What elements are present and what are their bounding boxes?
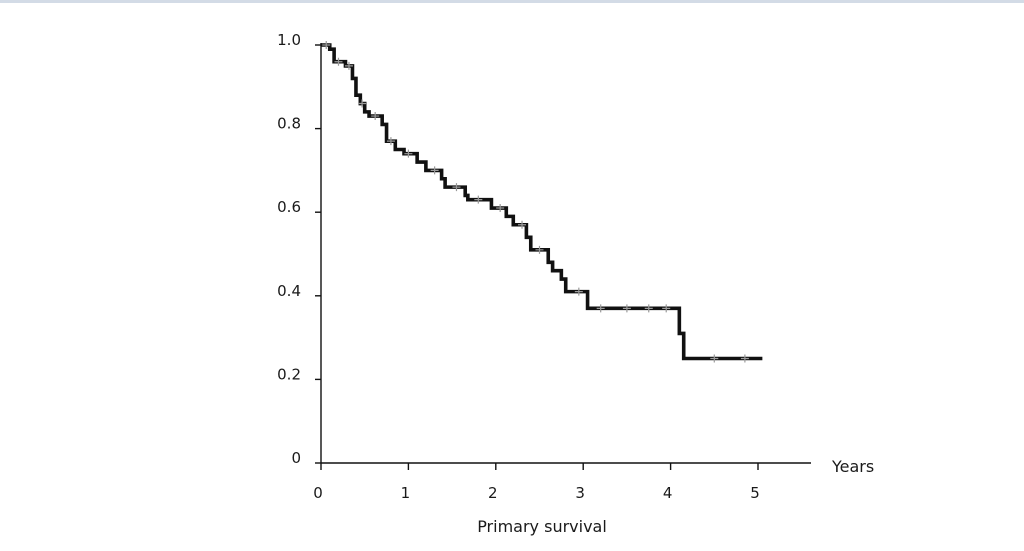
y-ticks: 0 0.2 0.4 0.6 0.8 1.0 <box>277 31 321 467</box>
axes <box>320 43 811 464</box>
y-tick-label-2: 0.4 <box>277 282 301 300</box>
censor-mark-12 <box>535 245 544 254</box>
chart-caption: Primary survival <box>477 517 607 536</box>
censor-mark-8 <box>452 183 461 192</box>
censor-mark-13 <box>574 287 583 296</box>
x-tick-label-4: 4 <box>663 484 673 502</box>
y-tick-label-4: 0.8 <box>277 115 301 133</box>
censor-mark-11 <box>518 220 527 229</box>
censor-mark-6 <box>404 149 413 158</box>
censor-mark-17 <box>662 304 671 313</box>
survival-curve-0 <box>321 43 763 361</box>
censor-mark-10 <box>496 204 505 213</box>
y-tick-label-5: 1.0 <box>277 31 301 49</box>
censor-mark-16 <box>644 304 653 313</box>
censor-mark-2 <box>344 61 353 70</box>
censor-mark-14 <box>596 304 605 313</box>
x-tick-label-5: 5 <box>750 484 760 502</box>
censor-mark-7 <box>430 166 439 175</box>
y-tick-label-0: 0 <box>291 449 301 467</box>
censor-mark-1 <box>334 57 343 66</box>
censor-mark-15 <box>622 304 631 313</box>
y-tick-label-3: 0.6 <box>277 198 301 216</box>
censor-mark-19 <box>740 354 749 363</box>
censor-mark-4 <box>371 112 380 121</box>
censor-mark-9 <box>474 195 483 204</box>
censor-mark-18 <box>710 354 719 363</box>
x-axis-label: Years <box>831 457 874 476</box>
censor-mark-5 <box>386 137 395 146</box>
x-tick-label-0: 0 <box>313 484 323 502</box>
censor-mark-0 <box>322 41 331 49</box>
censor-mark-3 <box>358 99 367 108</box>
top-rule <box>0 0 1024 3</box>
x-tick-label-3: 3 <box>575 484 585 502</box>
x-tick-label-1: 1 <box>401 484 411 502</box>
censor-marks <box>322 41 749 363</box>
y-tick-label-1: 0.2 <box>277 365 301 383</box>
series-layer <box>321 43 763 361</box>
x-tick-label-2: 2 <box>488 484 498 502</box>
x-ticks: 0 1 2 3 4 5 <box>313 463 760 502</box>
